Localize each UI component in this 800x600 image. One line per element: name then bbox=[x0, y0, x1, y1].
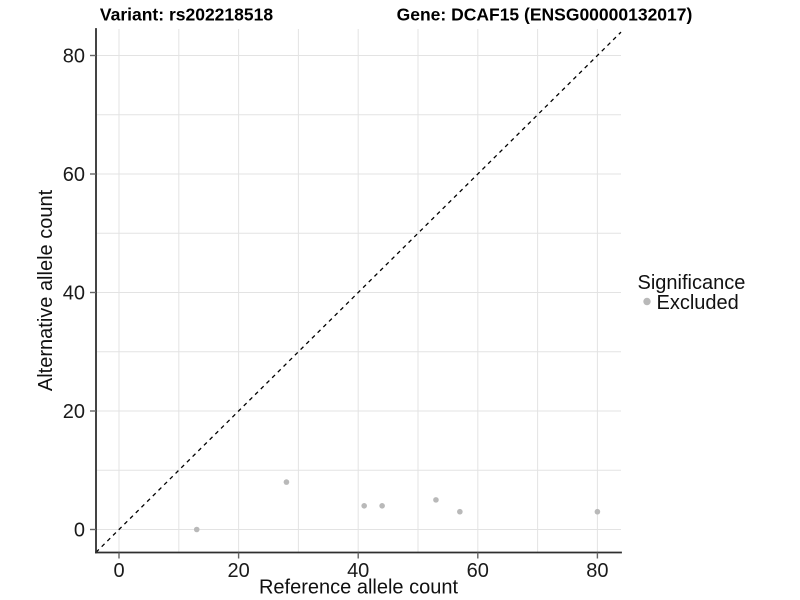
data-point bbox=[361, 503, 367, 509]
data-point bbox=[594, 508, 601, 515]
legend-marker-excluded-icon bbox=[643, 297, 651, 306]
legend: Significance Excluded bbox=[638, 272, 746, 314]
variant-title: Variant: rs202218518 bbox=[100, 5, 273, 25]
gene-title: Gene: DCAF15 (ENSG00000132017) bbox=[397, 5, 693, 25]
x-tick-label: 0 bbox=[113, 560, 124, 582]
y-tick-label: 80 bbox=[63, 46, 85, 68]
legend-label-excluded: Excluded bbox=[657, 292, 739, 314]
data-point bbox=[433, 497, 439, 503]
data-points bbox=[193, 479, 601, 533]
y-tick-label: 60 bbox=[63, 164, 85, 186]
x-tick-label: 60 bbox=[467, 560, 489, 582]
data-point bbox=[379, 503, 385, 509]
y-axis-title: Alternative allele count bbox=[35, 189, 57, 391]
x-tick-label: 40 bbox=[347, 560, 369, 582]
data-point bbox=[283, 479, 290, 485]
identity-reference-line bbox=[95, 31, 622, 553]
y-tick-label: 40 bbox=[63, 283, 85, 305]
data-point bbox=[457, 508, 463, 515]
x-axis-title: Reference allele count bbox=[259, 577, 458, 599]
data-point bbox=[193, 526, 200, 533]
y-tick-label: 0 bbox=[74, 520, 85, 542]
y-tick-label: 20 bbox=[63, 401, 85, 423]
x-tick-label: 20 bbox=[227, 560, 249, 582]
x-tick-label: 80 bbox=[586, 560, 608, 582]
panel-gridlines bbox=[96, 29, 621, 553]
legend-title: Significance bbox=[638, 272, 746, 294]
axes: 0 20 40 60 80 0 20 40 60 80 bbox=[63, 28, 622, 582]
